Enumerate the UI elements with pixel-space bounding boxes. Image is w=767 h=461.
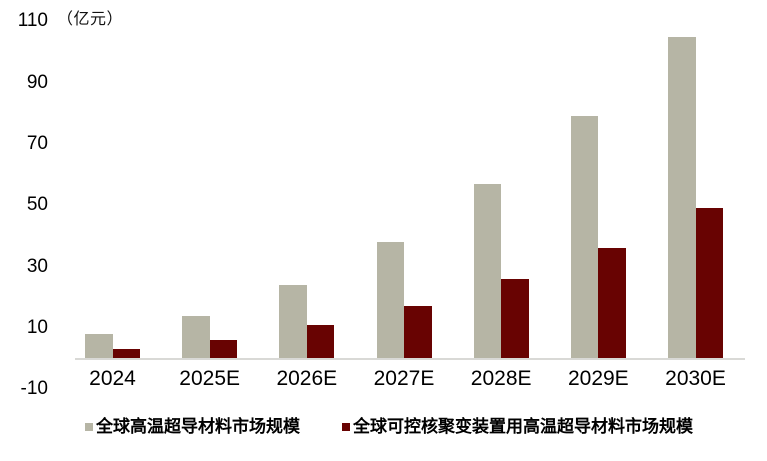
y-axis-tick-label: 30: [26, 255, 48, 277]
legend-item-series2: 全球可控核聚变装置用高温超导材料市场规模: [342, 417, 693, 437]
bar-2028E-series2: [501, 278, 529, 359]
bar-2026E-series1: [279, 284, 307, 359]
x-axis-tick-label: 2027E: [373, 367, 435, 390]
bar-2024-series2: [112, 349, 140, 359]
x-axis-tick-label: 2029E: [567, 367, 629, 390]
bar-2030E-series1: [668, 36, 696, 359]
bar-2027E-series2: [404, 306, 432, 359]
bar-2030E-series2: [695, 208, 724, 359]
x-axis-tick-label: 2024: [89, 367, 136, 390]
x-axis-tick-label: 2030E: [665, 367, 726, 390]
x-axis-tick-label: 2025E: [179, 367, 241, 390]
x-axis-line: [75, 357, 745, 360]
y-axis-tick-label: 90: [26, 71, 48, 93]
legend-swatch-icon: [85, 423, 93, 431]
legend-swatch-icon: [342, 423, 350, 431]
legend-label: 全球高温超导材料市场规模: [96, 417, 300, 436]
bar-2025E-series2: [209, 340, 238, 359]
y-axis-tick-label: 50: [26, 194, 48, 216]
legend-item-series1: 全球高温超导材料市场规模: [85, 417, 300, 437]
y-axis-unit-label: （亿元）: [57, 11, 124, 28]
y-axis-tick-label: 10: [26, 316, 48, 338]
x-axis-tick-label: 2028E: [470, 367, 532, 390]
bar-2029E-series1: [570, 116, 599, 359]
bar-2027E-series1: [376, 242, 404, 359]
bar-2024-series1: [85, 333, 113, 359]
y-axis-tick-label: 70: [26, 133, 48, 155]
y-axis-tick-label: -10: [20, 378, 48, 400]
bar-2026E-series2: [306, 324, 335, 359]
x-axis-tick-label: 2026E: [276, 367, 338, 390]
bar-2025E-series1: [182, 315, 210, 359]
legend-label: 全球可控核聚变装置用高温超导材料市场规模: [353, 417, 693, 436]
bar-2029E-series2: [598, 248, 626, 359]
bar-2028E-series1: [473, 183, 502, 359]
y-axis-tick-label: 110: [17, 10, 48, 32]
